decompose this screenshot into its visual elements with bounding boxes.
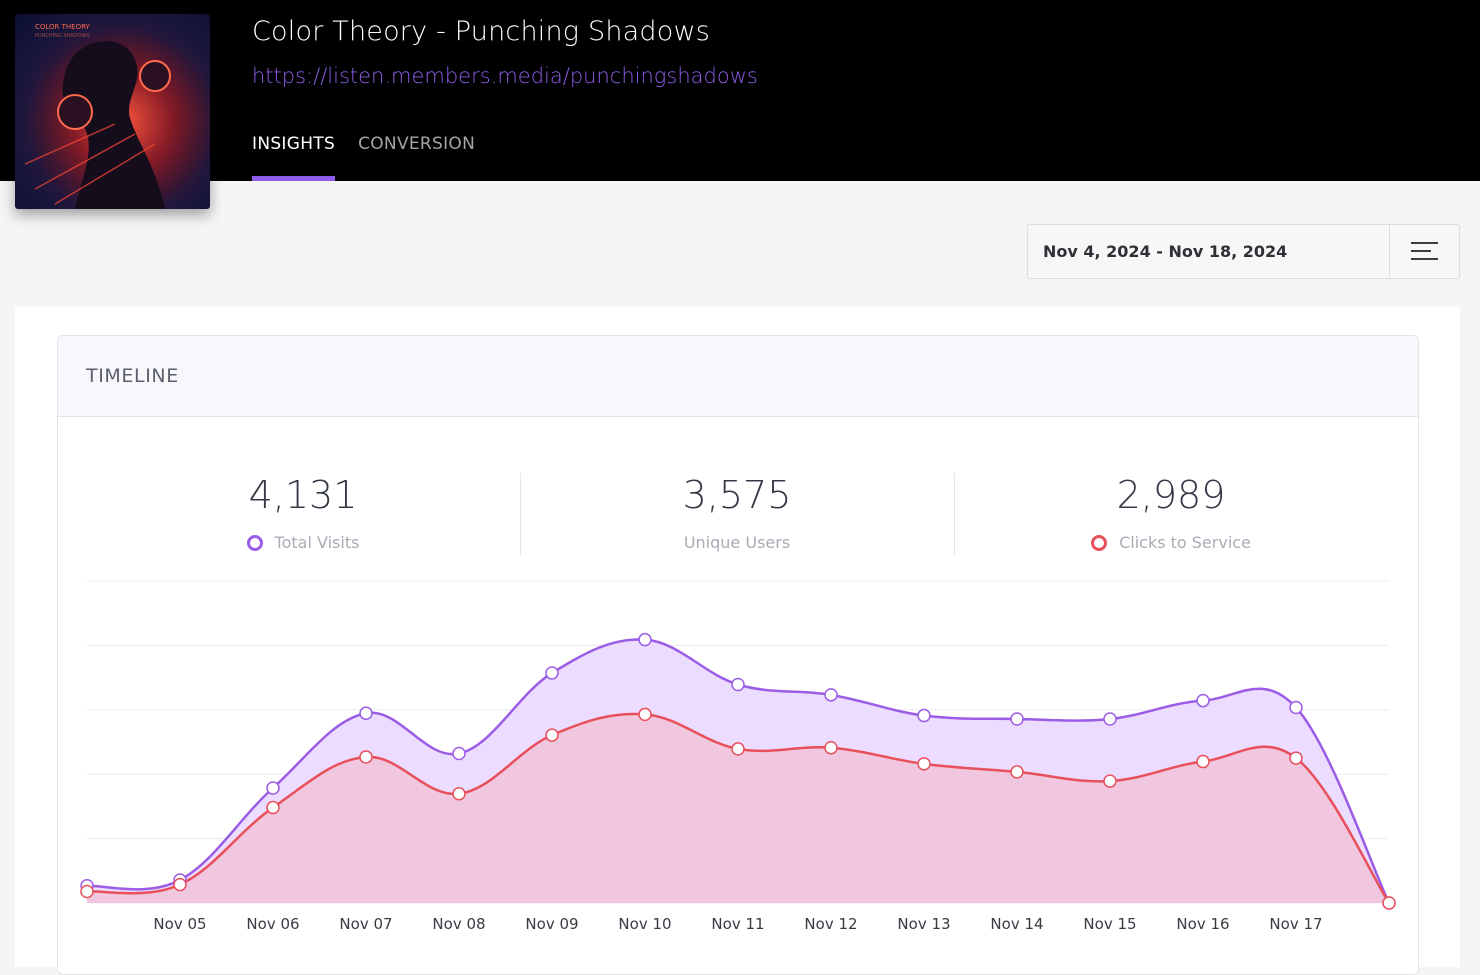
- x-tick-label: Nov 12: [804, 915, 857, 933]
- x-tick-label: Nov 11: [711, 915, 764, 933]
- clicks-to-service-point: [1196, 754, 1210, 769]
- x-tick-label: Nov 10: [618, 915, 671, 933]
- menu-bar: [1411, 250, 1431, 252]
- cover-logo-text: COLOR THEORY: [35, 23, 91, 31]
- total-visits-point: [359, 706, 373, 720]
- clicks-to-service-point: [80, 884, 94, 899]
- menu-bar: [1411, 258, 1438, 260]
- total-visits-point: [824, 688, 838, 702]
- clicks-to-service-point: [731, 742, 745, 756]
- x-tick-label: Nov 05: [153, 915, 206, 933]
- x-tick-label: Nov 09: [525, 915, 578, 933]
- page-title: Color Theory - Punching Shadows: [252, 16, 710, 47]
- timeline-title: TIMELINE: [58, 336, 1418, 417]
- unique-users-legend: Unique Users: [520, 533, 954, 552]
- clicks-label: Clicks to Service: [1119, 533, 1251, 552]
- clicks-to-service-point: [359, 750, 373, 764]
- clicks-to-service-point: [452, 787, 466, 801]
- boxer-illustration: COLOR THEORY PUNCHING SHADOWS: [15, 14, 210, 209]
- tab-insights[interactable]: INSIGHTS: [252, 134, 336, 181]
- total-visits-legend[interactable]: Total Visits: [86, 533, 520, 552]
- total-visits-point: [1196, 693, 1210, 708]
- clicks-legend[interactable]: Clicks to Service: [954, 533, 1388, 552]
- insights-panel: TIMELINE 4,131 Total Visits 3,575 Unique…: [15, 307, 1460, 975]
- clicks-to-service-point: [1382, 896, 1396, 910]
- date-range-label[interactable]: Nov 4, 2024 - Nov 18, 2024: [1043, 242, 1288, 261]
- total-visits-point: [452, 746, 466, 761]
- menu-bar: [1411, 242, 1438, 244]
- total-visits-point: [1010, 712, 1024, 726]
- clicks-to-service-point: [266, 800, 280, 815]
- stat-divider: [954, 473, 955, 555]
- album-cover: COLOR THEORY PUNCHING SHADOWS: [15, 14, 210, 209]
- clicks-to-service-point: [1010, 765, 1024, 779]
- clicks-to-service-area: [87, 713, 1389, 903]
- menu-button[interactable]: [1389, 225, 1459, 278]
- share-link[interactable]: https://listen.members.media/punchingsha…: [252, 64, 758, 88]
- stat-clicks-to-service: 2,989 Clicks to Service: [954, 473, 1388, 552]
- clicks-to-service-point: [917, 757, 931, 771]
- tab-bar: INSIGHTS CONVERSION: [252, 134, 498, 181]
- clicks-to-service-point: [824, 741, 838, 755]
- svg-text:PUNCHING SHADOWS: PUNCHING SHADOWS: [35, 33, 90, 39]
- total-visits-point: [266, 781, 280, 795]
- unique-users-value: 3,575: [682, 473, 792, 517]
- date-range-picker[interactable]: Nov 4, 2024 - Nov 18, 2024: [1027, 224, 1460, 279]
- total-visits-point: [917, 708, 931, 723]
- timeline-chart: Nov 05 Nov 06 Nov 07 Nov 08 Nov 09 Nov 10 Nov …: [80, 580, 1396, 933]
- x-tick-label: Nov 16: [1176, 915, 1229, 933]
- clicks-to-service-point: [545, 728, 559, 742]
- clicks-to-service-point: [173, 877, 187, 892]
- total-visits-value: 4,131: [248, 473, 358, 517]
- clicks-to-service-point: [638, 707, 652, 722]
- total-visits-point: [731, 677, 745, 692]
- total-visits-label: Total Visits: [274, 533, 360, 552]
- header: COLOR THEORY PUNCHING SHADOWS Color Theo…: [0, 0, 1480, 209]
- total-visits-point: [1103, 712, 1117, 726]
- x-tick-label: Nov 07: [339, 915, 392, 933]
- stat-total-visits: 4,131 Total Visits: [86, 473, 520, 552]
- x-tick-label: Nov 15: [1083, 915, 1136, 933]
- x-tick-label: Nov 06: [246, 915, 299, 933]
- total-visits-point: [638, 632, 652, 647]
- clicks-to-service-point: [1289, 751, 1303, 765]
- clicks-to-service-point: [1103, 774, 1117, 788]
- total-visits-point: [545, 666, 559, 680]
- stat-unique-users: 3,575 Unique Users: [520, 473, 954, 552]
- x-tick-label: Nov 14: [990, 915, 1043, 933]
- legend-dot-icon: [1091, 534, 1108, 551]
- stat-divider: [520, 473, 521, 555]
- clicks-value: 2,989: [1116, 473, 1226, 517]
- tab-conversion[interactable]: CONVERSION: [358, 134, 476, 154]
- total-visits-point: [1289, 700, 1303, 715]
- x-tick-label: Nov 13: [897, 915, 950, 933]
- unique-users-label: Unique Users: [683, 533, 791, 552]
- x-tick-label: Nov 17: [1269, 915, 1322, 933]
- x-tick-label: Nov 08: [432, 915, 485, 933]
- legend-dot-icon: [246, 534, 263, 551]
- timeline-card: TIMELINE 4,131 Total Visits 3,575 Unique…: [57, 335, 1419, 975]
